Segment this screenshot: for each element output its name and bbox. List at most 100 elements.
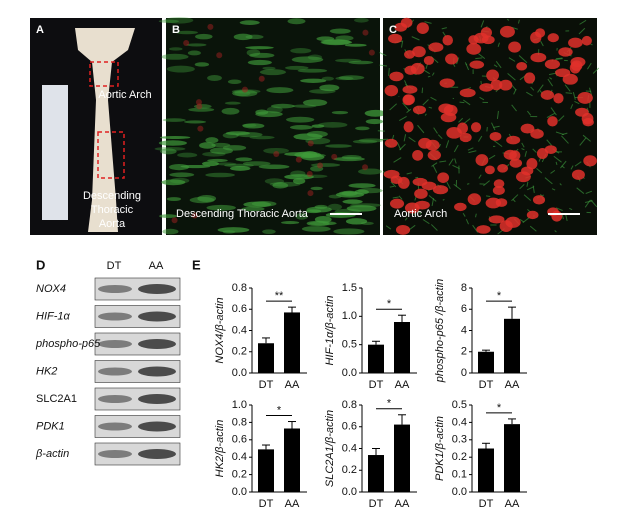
y-axis-label: HK2/β-actin <box>214 420 226 478</box>
texture <box>428 106 433 109</box>
texture <box>403 121 414 133</box>
texture <box>158 140 188 146</box>
y-axis-label: SLC2A1/β-actin <box>324 410 336 487</box>
x-tick-label: AA <box>285 379 300 391</box>
texture <box>287 18 306 25</box>
texture <box>570 60 583 71</box>
texture <box>513 88 517 95</box>
texture <box>411 36 420 41</box>
texture <box>222 145 247 151</box>
texture <box>446 127 462 139</box>
y-tick-label: 0.5 <box>452 399 467 411</box>
texture <box>406 108 412 114</box>
texture <box>588 87 593 96</box>
texture <box>295 213 308 220</box>
texture <box>362 164 369 171</box>
texture <box>402 85 418 94</box>
blot-strip <box>94 360 181 383</box>
texture <box>577 91 593 104</box>
image-caption: Descending Thoracic Aorta <box>176 208 309 220</box>
texture <box>166 197 182 202</box>
texture <box>413 212 416 216</box>
texture <box>555 161 558 165</box>
blot-band <box>138 421 176 432</box>
texture <box>365 118 384 125</box>
y-tick-label: 4 <box>461 324 467 336</box>
texture <box>560 160 567 169</box>
x-tick-label: DT <box>369 379 384 391</box>
texture <box>230 166 251 171</box>
blot-band <box>98 312 132 321</box>
bar <box>258 449 274 492</box>
texture <box>396 141 402 151</box>
y-tick-label: 8 <box>461 282 467 294</box>
texture <box>177 152 198 158</box>
texture <box>439 160 447 163</box>
x-tick-label: AA <box>505 498 520 510</box>
texture <box>555 57 563 60</box>
texture <box>565 92 573 94</box>
x-tick-label: DT <box>259 379 274 391</box>
texture <box>532 148 537 153</box>
texture <box>497 163 509 173</box>
texture <box>348 60 374 65</box>
texture <box>307 190 314 197</box>
texture <box>478 174 482 179</box>
texture <box>300 78 327 83</box>
texture <box>579 137 587 146</box>
image-caption: Aortic Arch <box>394 208 447 220</box>
texture <box>389 71 404 82</box>
texture <box>488 215 505 224</box>
texture <box>512 199 516 203</box>
texture <box>390 181 397 188</box>
roi-arch <box>89 61 119 87</box>
texture <box>570 104 574 109</box>
texture <box>424 113 427 116</box>
texture <box>408 136 416 143</box>
y-tick-label: 0.1 <box>452 469 467 481</box>
blot-band <box>138 339 176 349</box>
y-tick-label: 1.0 <box>232 399 247 411</box>
y-tick-label: 0.4 <box>342 442 357 454</box>
column-label: DT <box>107 260 122 272</box>
texture <box>255 111 283 118</box>
texture <box>465 218 469 225</box>
texture <box>222 132 239 139</box>
texture <box>491 122 496 131</box>
texture <box>273 150 280 157</box>
texture <box>162 118 186 122</box>
blot-strip <box>94 387 181 411</box>
y-axis-label: NOX4/β-actin <box>214 297 226 363</box>
texture <box>412 149 424 161</box>
y-tick-label: 0.8 <box>342 399 357 411</box>
texture <box>546 139 553 146</box>
texture <box>585 190 593 194</box>
texture <box>564 84 571 92</box>
texture <box>485 197 502 209</box>
texture <box>187 50 201 56</box>
texture <box>521 148 525 151</box>
texture <box>194 62 210 67</box>
blot-label: HIF-1α <box>36 310 71 322</box>
texture <box>485 195 491 197</box>
texture <box>262 66 276 70</box>
texture <box>520 123 535 134</box>
texture <box>161 179 186 186</box>
texture <box>169 164 190 171</box>
texture <box>526 181 529 187</box>
texture <box>427 75 431 78</box>
texture <box>169 172 195 178</box>
texture <box>544 145 557 154</box>
texture <box>154 146 186 151</box>
texture <box>422 219 430 225</box>
texture <box>479 83 494 92</box>
texture <box>554 230 557 233</box>
texture <box>524 72 536 84</box>
texture <box>348 183 376 188</box>
texture <box>207 158 228 163</box>
y-tick-label: 0.0 <box>342 486 357 498</box>
blot-label: PDK1 <box>36 420 65 432</box>
texture <box>321 76 334 81</box>
texture <box>318 122 348 128</box>
texture <box>235 132 263 138</box>
